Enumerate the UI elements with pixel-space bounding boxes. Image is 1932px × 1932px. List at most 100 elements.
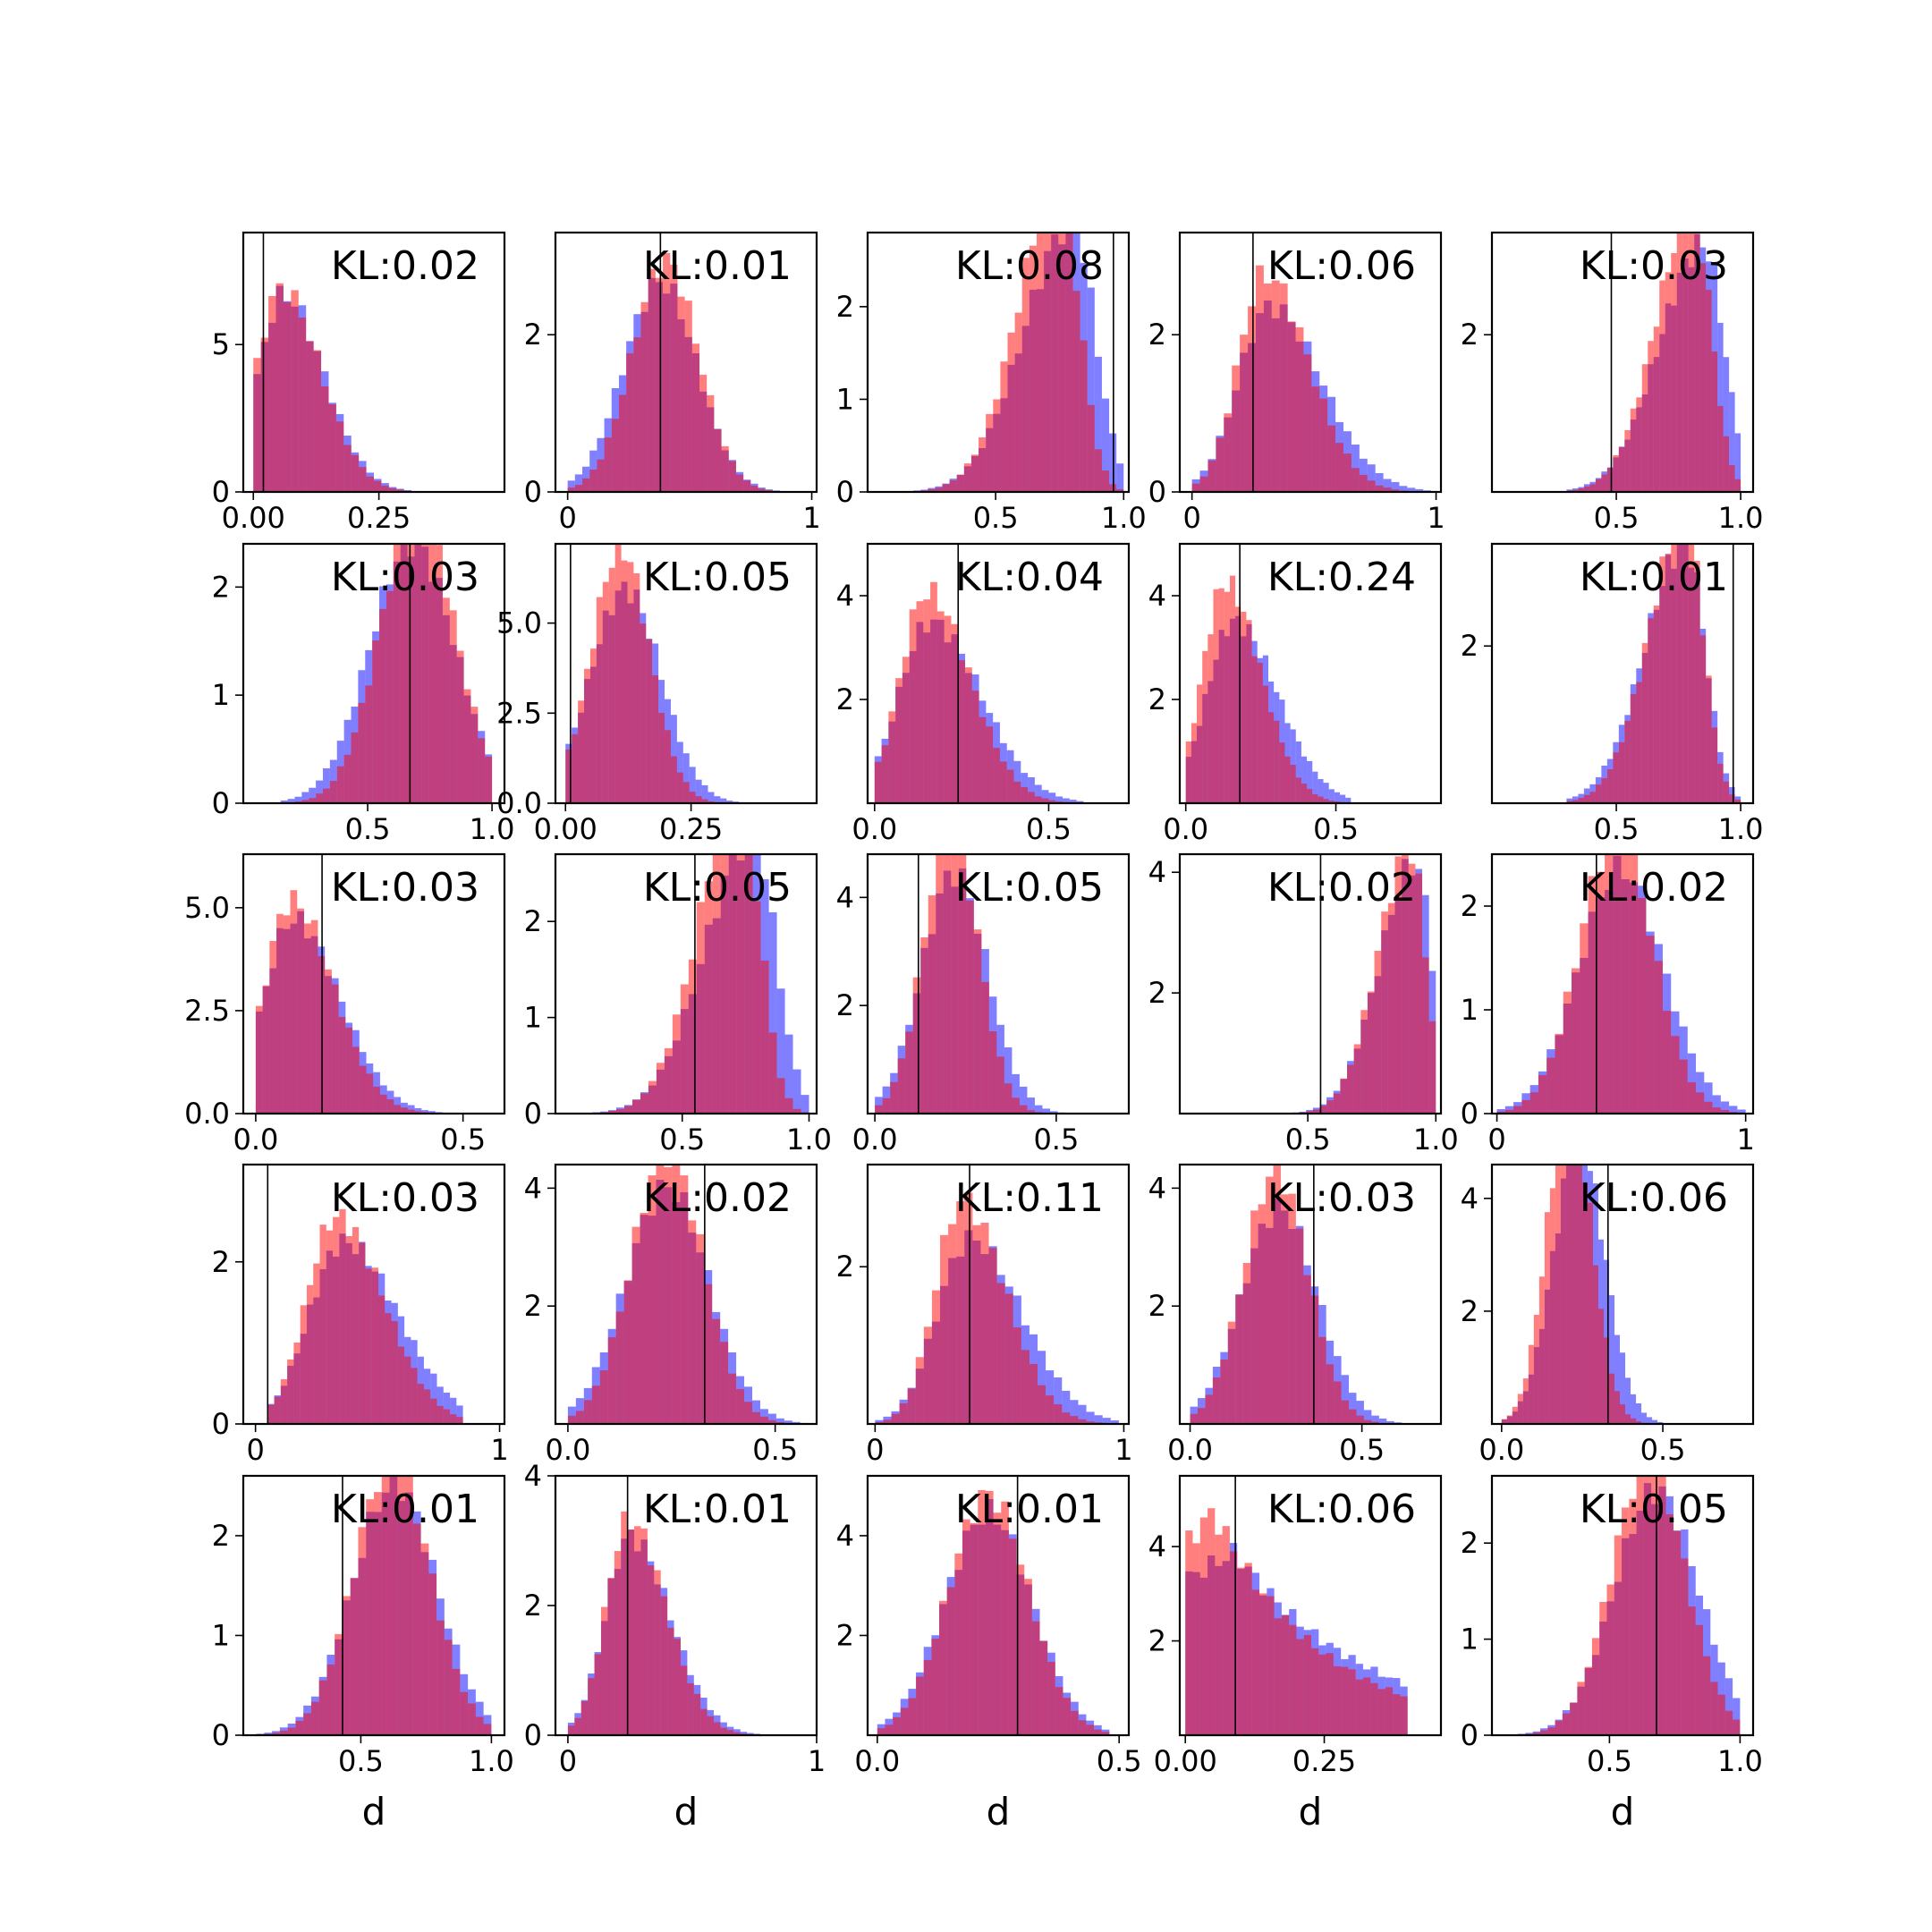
- panel-plot-area: [877, 1476, 1110, 1735]
- x-tick-label: 1: [1114, 1433, 1132, 1467]
- histogram-bar-blue: [1086, 1411, 1095, 1424]
- histogram-bar-red: [1563, 991, 1572, 1114]
- y-tick-label: 5.0: [184, 891, 230, 925]
- histogram-bar-red: [306, 1284, 314, 1424]
- histogram-bar-red: [310, 1701, 319, 1735]
- x-tick-label: 1: [1427, 501, 1445, 535]
- histogram-bar-red: [1348, 1669, 1356, 1735]
- histogram-bar-red: [394, 1105, 402, 1114]
- histogram-bar-red: [373, 1086, 380, 1114]
- histogram-bar-red: [267, 1404, 275, 1424]
- histogram-bar-red: [648, 268, 656, 492]
- histogram-bar-red: [631, 1226, 640, 1424]
- histogram-bar-blue: [443, 1392, 451, 1424]
- histogram-bar-red: [658, 712, 665, 803]
- histogram-bar-red: [366, 1499, 374, 1735]
- panel-plot-area: [1518, 1476, 1741, 1735]
- histogram-bar-red: [1517, 1394, 1523, 1424]
- histogram-bar-blue: [414, 1107, 422, 1114]
- histogram-bar-red: [1191, 723, 1198, 803]
- histogram-bar-red: [936, 611, 945, 803]
- y-tick-label: 2.5: [496, 696, 542, 730]
- histogram-bar-red: [680, 1175, 689, 1424]
- histogram-bar-red: [1597, 1309, 1604, 1424]
- histogram-bar-red: [720, 1342, 729, 1424]
- histogram-bar-red: [1699, 635, 1707, 803]
- panel-frame: [866, 542, 1131, 805]
- histogram-bar-red: [1671, 544, 1677, 803]
- histogram-bar-red: [680, 984, 689, 1114]
- panel-3-2: 0 1 2 KL:0.11: [836, 1163, 1133, 1467]
- histogram-bar-blue: [1631, 1394, 1637, 1424]
- histogram-bar-red: [1608, 1373, 1614, 1424]
- histogram-bar-blue: [1087, 287, 1095, 492]
- histogram-bar-red: [633, 572, 640, 803]
- histogram-bar-red: [1218, 588, 1224, 803]
- x-tick-label: 1.0: [1718, 501, 1764, 535]
- histogram-bar-red: [326, 1230, 334, 1424]
- panel-frame: [1490, 542, 1755, 805]
- histogram-bar-red: [1629, 1498, 1637, 1735]
- panel-frame: [1490, 1474, 1755, 1737]
- histogram-bar-blue: [280, 800, 288, 803]
- histogram-bar-red: [954, 1553, 962, 1735]
- histogram-bar-red: [583, 1400, 592, 1424]
- x-tick-label: 0.5: [1594, 812, 1640, 846]
- histogram-bar-red: [676, 772, 683, 803]
- histogram-bar-red: [928, 894, 936, 1114]
- histogram-bar-red: [443, 1409, 451, 1424]
- panel-2-1: 0.5 1.0 0 1 2 KL:0.05: [524, 852, 832, 1157]
- panel-2-0: 0.0 0.5 0.0 2.5 5.0 KL:0.03: [184, 852, 506, 1157]
- y-tick-label: 2: [836, 1618, 854, 1652]
- histogram-bar-red: [1374, 950, 1382, 1114]
- x-tick-label: 0.0: [852, 1123, 898, 1157]
- histogram-bar-red: [693, 1693, 701, 1735]
- histogram-bar-red: [728, 854, 737, 1114]
- histogram-bar-red: [290, 890, 298, 1114]
- histogram-bar-red: [1343, 453, 1352, 492]
- kl-annotation: KL:0.02: [643, 1175, 792, 1221]
- histogram-bar-red: [1679, 1059, 1688, 1114]
- histogram-bar-blue: [747, 1733, 754, 1735]
- histogram-bar-red: [1540, 1730, 1548, 1735]
- histogram-bar-red: [436, 1620, 445, 1735]
- histogram-bar-red: [981, 981, 989, 1114]
- histogram-bar-red: [303, 923, 311, 1114]
- histogram-bar-red: [1717, 1694, 1725, 1735]
- histogram-bar-blue: [1028, 777, 1035, 803]
- histogram-bar-red: [345, 1235, 352, 1424]
- histogram-bar-blue: [1041, 790, 1049, 803]
- panel-0-3: 0 1 0 2 KL:0.06: [1148, 231, 1445, 535]
- histogram-bar-red: [339, 1208, 346, 1424]
- panel-frame: [242, 1474, 506, 1737]
- x-tick-label: 1.0: [470, 812, 515, 846]
- histogram-bar-red: [1688, 233, 1695, 492]
- x-axis-label: d: [362, 1790, 386, 1834]
- histogram-bar-red: [1538, 1276, 1545, 1424]
- histogram-bar-blue: [1102, 1418, 1111, 1424]
- x-axis-label: d: [674, 1790, 699, 1834]
- histogram-bar-red: [1603, 1337, 1609, 1424]
- histogram-bar-blue: [1496, 1109, 1505, 1114]
- histogram-bar-red: [1215, 1534, 1223, 1735]
- histogram-bar-red: [358, 702, 366, 803]
- histogram-bar-blue: [1641, 1412, 1648, 1424]
- histogram-bar-red: [1047, 1661, 1055, 1735]
- histogram-bar-red: [1055, 1687, 1063, 1735]
- histogram-bar-blue: [689, 767, 696, 803]
- x-tick-label: 0.5: [1594, 501, 1640, 535]
- histogram-bar-red: [1501, 1419, 1507, 1424]
- histogram-bar-red: [328, 403, 336, 492]
- histogram-bar-red: [688, 1220, 697, 1424]
- histogram-bar-red: [1496, 1111, 1505, 1114]
- histogram-bar-red: [1589, 792, 1596, 803]
- histogram-bar-blue: [574, 474, 583, 492]
- histogram-bar-red: [634, 1526, 641, 1735]
- histogram-bar-red: [1080, 340, 1088, 492]
- histogram-bar-red: [1630, 408, 1637, 492]
- histogram-bar-red: [1560, 1165, 1566, 1424]
- histogram-bar-red: [1638, 897, 1647, 1114]
- histogram-bar-red: [1063, 1698, 1072, 1735]
- histogram-bar-red: [321, 386, 329, 492]
- kl-annotation: KL:0.24: [1267, 555, 1416, 600]
